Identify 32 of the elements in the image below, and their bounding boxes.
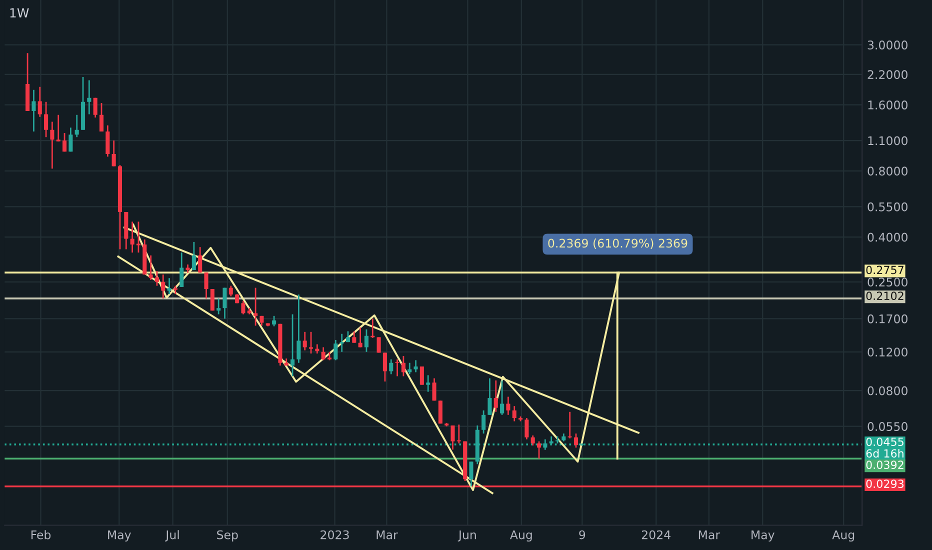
- x-tick-label: 2024: [642, 530, 670, 540]
- y-tick-label: 1.6000: [868, 100, 908, 110]
- x-tick-label: Mar: [698, 530, 720, 540]
- y-tick-label: 0.1200: [868, 348, 908, 357]
- y-tick-label: 2.2000: [868, 70, 908, 80]
- ref-line-label: 0.0293: [866, 480, 904, 488]
- annotation: 0.2369 (610.79%) 2369: [548, 238, 688, 250]
- y-tick-label: 0.8000: [868, 166, 908, 176]
- x-tick-label: Feb: [31, 530, 51, 540]
- ref-line-label: 0.2757: [866, 266, 904, 274]
- ref-line-label: 0.0455 6d 16h: [866, 438, 904, 458]
- x-tick-label: Jun: [458, 530, 476, 542]
- y-tick-label: 0.0800: [868, 386, 908, 396]
- x-tick-label: 2023: [320, 530, 349, 540]
- ref-line-label: 0.2102: [866, 292, 904, 300]
- x-tick-label: Mar: [376, 530, 398, 540]
- x-tick-label: May: [108, 530, 131, 542]
- x-tick-label: Aug: [832, 530, 854, 542]
- x-tick-label: Aug: [510, 530, 532, 542]
- y-tick-label: 0.5500: [868, 202, 908, 212]
- y-tick-label: 3.0000: [868, 40, 908, 50]
- x-tick-label: 9: [579, 530, 586, 540]
- y-tick-label: 0.1700: [868, 314, 908, 324]
- ref-line-label: 0.0392: [866, 460, 904, 470]
- x-tick-label: May: [752, 530, 774, 542]
- y-tick-label: 1.1000: [868, 136, 908, 146]
- x-tick-label: Sep: [217, 530, 238, 542]
- y-tick-label: 0.2500: [868, 278, 908, 287]
- y-tick-label: 0.4000: [868, 232, 908, 242]
- x-tick-label: Jul: [165, 530, 179, 542]
- y-tick-label: 0.0550: [868, 422, 908, 431]
- text: 1W: [10, 8, 29, 18]
